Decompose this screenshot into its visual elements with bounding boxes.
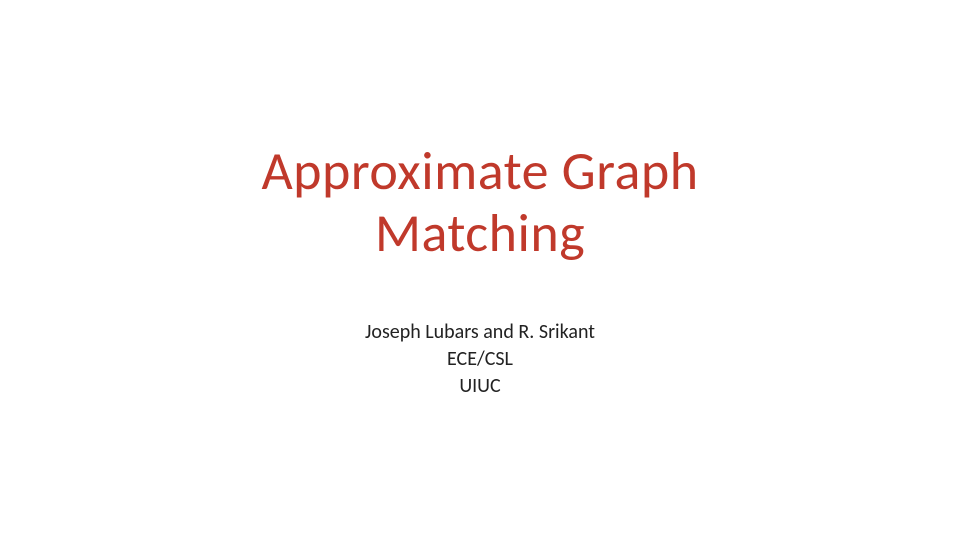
title-line-1: Approximate Graph: [261, 138, 698, 204]
authors-block: Joseph Lubars and R. Srikant ECE/CSL UIU…: [365, 319, 595, 400]
department-line: ECE/CSL: [447, 346, 513, 373]
institution-line: UIUC: [459, 373, 500, 400]
title-line-2: Matching: [375, 200, 585, 266]
authors-line: Joseph Lubars and R. Srikant: [365, 319, 595, 346]
slide-title: Approximate Graph Matching: [261, 140, 698, 264]
title-slide: Approximate Graph Matching Joseph Lubars…: [0, 140, 960, 400]
